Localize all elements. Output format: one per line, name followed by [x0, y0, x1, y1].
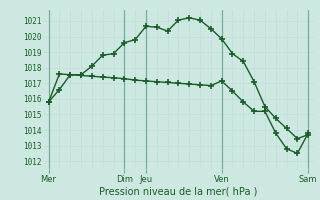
X-axis label: Pression niveau de la mer( hPa ): Pression niveau de la mer( hPa ) — [99, 186, 258, 196]
